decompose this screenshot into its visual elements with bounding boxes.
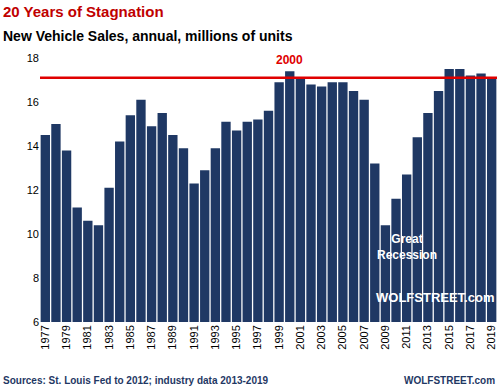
svg-text:12: 12: [27, 184, 39, 196]
svg-text:2001: 2001: [294, 325, 306, 349]
svg-text:1983: 1983: [103, 325, 115, 349]
svg-text:2003: 2003: [315, 325, 327, 349]
svg-text:1987: 1987: [145, 325, 157, 349]
svg-text:WOLFSTREET.com: WOLFSTREET.com: [376, 290, 494, 305]
svg-text:1979: 1979: [60, 325, 72, 349]
svg-text:2000: 2000: [276, 53, 303, 67]
svg-text:2011: 2011: [400, 325, 412, 349]
svg-text:GreatRecession: GreatRecession: [377, 232, 437, 262]
svg-text:WOLFSTREET.com: WOLFSTREET.com: [404, 375, 495, 386]
svg-text:1977: 1977: [39, 325, 51, 349]
svg-text:20 Years of Stagnation: 20 Years of Stagnation: [3, 3, 164, 20]
svg-text:New Vehicle Sales, annual, mil: New Vehicle Sales, annual, millions of u…: [3, 28, 293, 44]
svg-text:1999: 1999: [273, 325, 285, 349]
svg-text:1989: 1989: [166, 325, 178, 349]
svg-text:6: 6: [33, 316, 39, 328]
svg-text:8: 8: [33, 272, 39, 284]
svg-text:2005: 2005: [336, 325, 348, 349]
svg-text:1981: 1981: [81, 325, 93, 349]
svg-text:2007: 2007: [358, 325, 370, 349]
svg-text:18: 18: [27, 52, 39, 64]
svg-text:Sources: St. Louis Fed to 2012: Sources: St. Louis Fed to 2012; industry…: [3, 375, 269, 386]
svg-text:1997: 1997: [251, 325, 263, 349]
svg-text:1993: 1993: [209, 325, 221, 349]
svg-text:10: 10: [27, 228, 39, 240]
svg-text:16: 16: [27, 96, 39, 108]
svg-text:14: 14: [27, 140, 39, 152]
svg-text:2017: 2017: [464, 325, 476, 349]
svg-text:2009: 2009: [379, 325, 391, 349]
svg-text:1985: 1985: [124, 325, 136, 349]
svg-text:2013: 2013: [421, 325, 433, 349]
svg-text:1991: 1991: [188, 325, 200, 349]
svg-text:2015: 2015: [443, 325, 455, 349]
svg-text:2019: 2019: [485, 325, 497, 349]
svg-text:1995: 1995: [230, 325, 242, 349]
